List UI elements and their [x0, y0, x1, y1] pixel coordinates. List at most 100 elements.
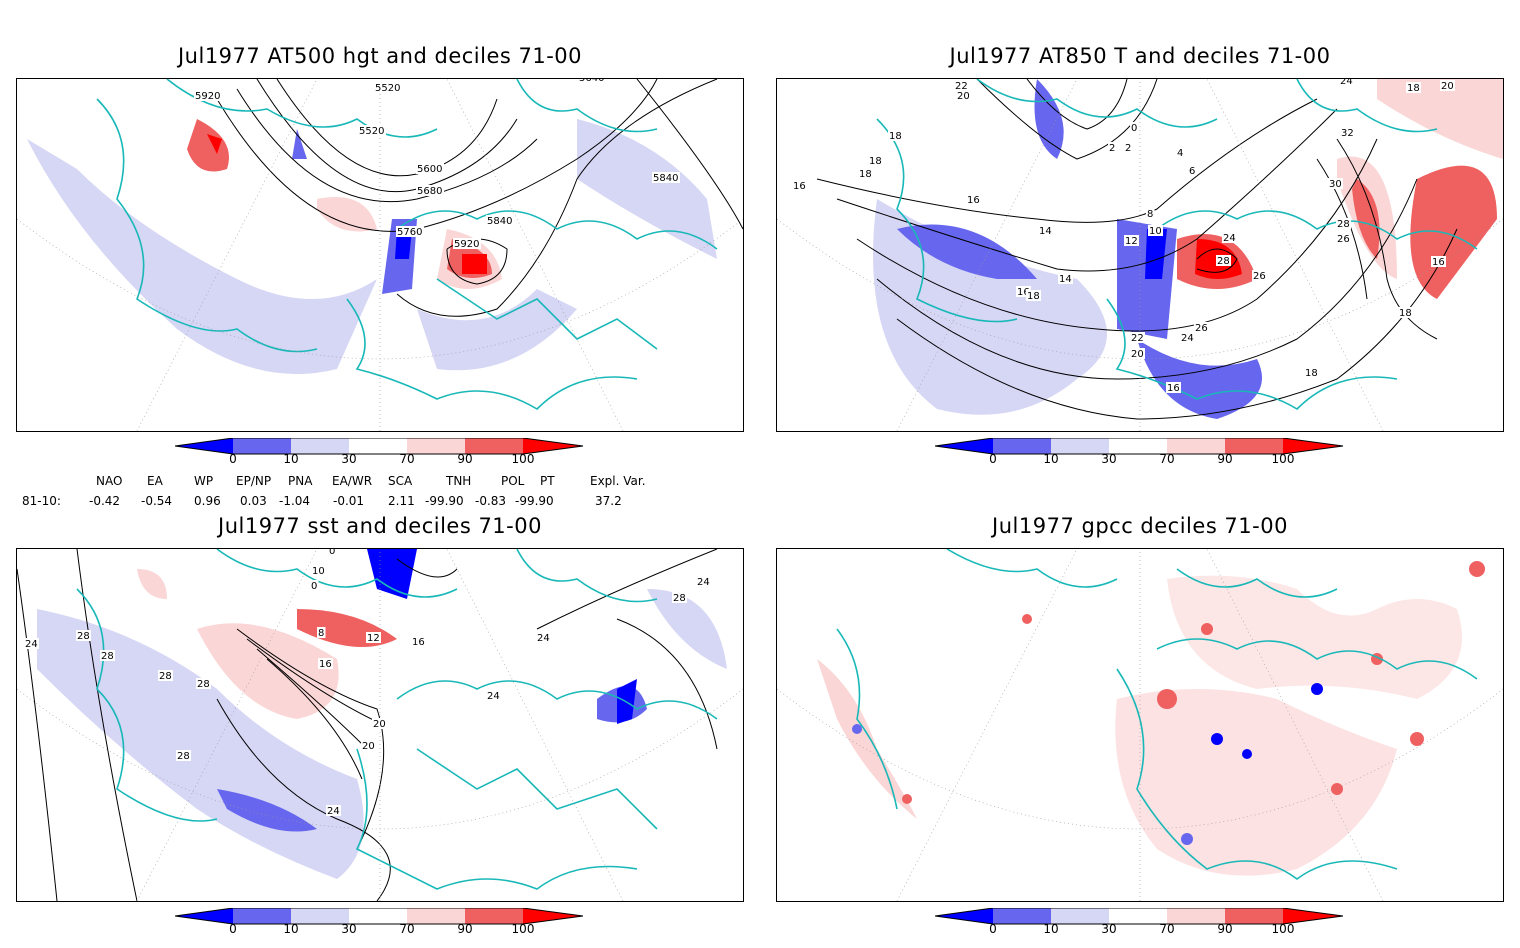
tick: 30 [341, 452, 357, 466]
index-value: -99.90 [515, 494, 554, 508]
contour-label: 6 [1189, 166, 1195, 177]
index-value: -0.54 [141, 494, 173, 508]
contour-label: 8 [1147, 209, 1153, 220]
index-header: EP/NP [236, 474, 272, 488]
tick: 70 [1159, 452, 1175, 466]
contour-label: 22 [1131, 333, 1144, 344]
contour-label: 5920 [195, 91, 220, 102]
tick: 100 [1271, 452, 1295, 466]
contour-label: 24 [1181, 333, 1194, 344]
contour-label: 28 [101, 651, 114, 662]
colorbar-p4: 0 10 30 70 90 100 [935, 908, 1355, 948]
contour-label: 5840 [653, 173, 678, 184]
contour-label: 2 [1125, 143, 1131, 154]
tick: 10 [283, 922, 299, 936]
index-value: -0.83 [475, 494, 507, 508]
tick: 30 [341, 922, 357, 936]
contour-label: 20 [1441, 81, 1454, 92]
colorbar-p3: 0 10 30 70 90 100 [175, 908, 595, 948]
contour-label: 18 [869, 156, 882, 167]
contour-label: 24 [1223, 233, 1236, 244]
contour-label: 18 [1027, 291, 1040, 302]
contour-label: 5840 [487, 216, 512, 227]
tick: 0 [989, 922, 997, 936]
tick: 30 [1101, 452, 1117, 466]
contour-label: 20 [362, 741, 375, 752]
index-value: -99.90 [425, 494, 464, 508]
index-value: 37.2 [595, 494, 622, 508]
tick: 0 [989, 452, 997, 466]
tick: 0 [229, 922, 237, 936]
contour-label: 16 [1017, 287, 1030, 298]
index-value: 0.03 [240, 494, 267, 508]
contour-label: 10 [1149, 226, 1162, 237]
index-header: PNA [288, 474, 313, 488]
index-header: Expl. Var. [590, 474, 646, 488]
contour-label: 5600 [417, 164, 442, 175]
contour-label: 0 [329, 549, 335, 557]
contour-label: 24 [487, 691, 500, 702]
map-500hpa: 5920 5520 5520 5640 5600 5680 5840 5760 5840 5920 [17, 79, 743, 431]
index-header: POL [501, 474, 525, 488]
map-frame: 22 20 18 18 0 2 2 4 6 16 18 16 14 14 16 18 8 10 12 24 28 26 26… [776, 78, 1504, 432]
contour-label: 28 [1217, 256, 1230, 267]
tick: 70 [1159, 922, 1175, 936]
contour-label: 26 [1253, 271, 1266, 282]
map-frame [776, 548, 1504, 902]
contour-label: 2 [1109, 143, 1115, 154]
panel-title: Jul1977 sst and deciles 71-00 [218, 514, 542, 538]
contour-label: 0 [311, 581, 317, 592]
colorbar-p1: 0 10 30 70 90 100 [175, 438, 595, 478]
contour-label: 18 [1407, 83, 1420, 94]
index-values: 81-10: -0.42 -0.54 0.96 0.03 -1.04 -0.01… [0, 494, 700, 514]
tick: 90 [1217, 452, 1233, 466]
contour-label: 5640 [579, 79, 604, 84]
contour-label: 24 [697, 577, 710, 588]
index-value: -0.01 [333, 494, 365, 508]
contour-label: 18 [859, 169, 872, 180]
tick: 90 [457, 922, 473, 936]
contour-label: 24 [537, 633, 550, 644]
contour-label: 5760 [397, 227, 422, 238]
index-header: NAO [96, 474, 123, 488]
contour-label: 5520 [359, 126, 384, 137]
contour-label: 32 [1341, 128, 1354, 139]
contour-label: 28 [177, 751, 190, 762]
map-frame: 5920 5520 5520 5640 5600 5680 5840 5760 5840 5920 [16, 78, 744, 432]
panel-title: Jul1977 gpcc deciles 71-00 [992, 514, 1288, 538]
tick: 10 [1043, 452, 1059, 466]
tick: 90 [1217, 922, 1233, 936]
contour-label: 16 [793, 181, 806, 192]
contour-label: 16 [967, 195, 980, 206]
map-gpcc [777, 549, 1503, 901]
teleconnection-indices: NAO EA WP EP/NP PNA EA/WR SCA TNH POL PT… [0, 474, 700, 514]
index-header: PT [540, 474, 555, 488]
panel-title: Jul1977 AT500 hgt and deciles 71-00 [177, 44, 583, 68]
index-header: SCA [388, 474, 413, 488]
contour-label: 16 [319, 659, 332, 670]
contour-label: 0 [1131, 123, 1137, 134]
contour-label: 30 [1329, 179, 1342, 190]
map-frame: 0 10 0 24 28 28 28 28 8 12 16 16 24 20 20 24 28 28 24 24 [16, 548, 744, 902]
tick: 10 [1043, 922, 1059, 936]
contour-label: 10 [312, 566, 325, 577]
contour-label: 14 [1059, 274, 1072, 285]
contour-label: 5680 [417, 186, 442, 197]
contour-label: 16 [1432, 257, 1445, 268]
index-header: TNH [446, 474, 472, 488]
contour-label: 18 [1399, 308, 1412, 319]
contour-label: 28 [197, 679, 210, 690]
contour-label: 8 [318, 628, 324, 639]
tick: 100 [511, 922, 535, 936]
tick: 70 [399, 922, 415, 936]
contour-label: 24 [25, 639, 38, 650]
index-headers: NAO EA WP EP/NP PNA EA/WR SCA TNH POL PT… [0, 474, 700, 494]
index-value: -1.04 [279, 494, 311, 508]
contour-label: 20 [1131, 349, 1144, 360]
contour-label: 20 [373, 719, 386, 730]
contour-label: 26 [1195, 323, 1208, 334]
contour-label: 16 [1167, 383, 1180, 394]
contour-label: 4 [1177, 148, 1183, 159]
contour-label: 22 [955, 81, 968, 92]
